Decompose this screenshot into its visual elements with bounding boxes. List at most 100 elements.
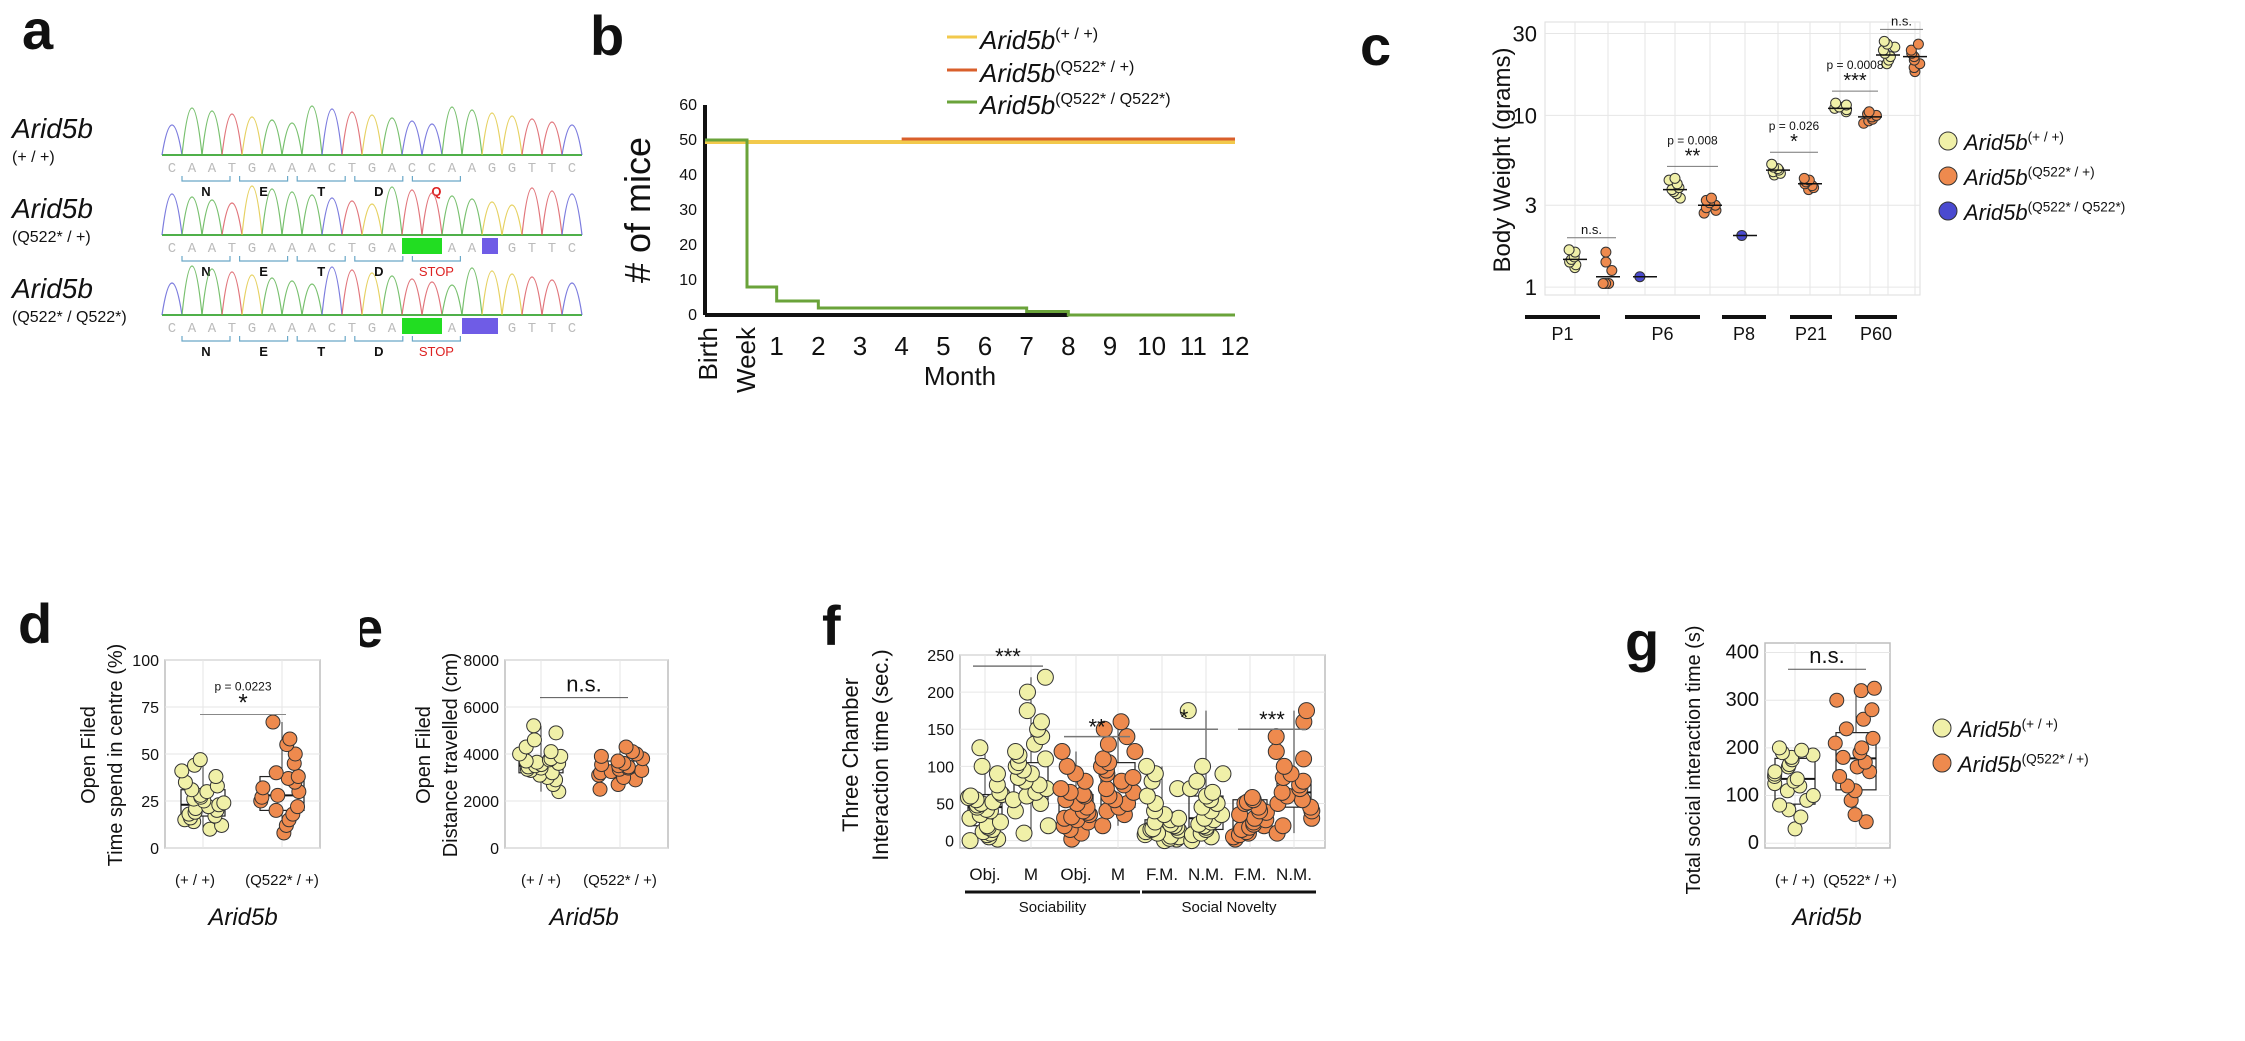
base-call: T (528, 321, 536, 337)
x-tick-label: 9 (1103, 331, 1117, 361)
legend-marker (1932, 718, 1952, 738)
base-call: A (288, 161, 297, 177)
x-tick-label: 6 (978, 331, 992, 361)
data-point (1794, 742, 1810, 758)
chromatogram-peak (261, 188, 283, 236)
data-point (270, 787, 286, 803)
mutation-highlight (402, 238, 442, 254)
data-point (1847, 807, 1863, 823)
data-point (1829, 692, 1845, 708)
legend-marker (1938, 166, 1958, 186)
chromatogram-peak (221, 202, 243, 236)
base-call: C (328, 241, 336, 257)
data-point (1018, 683, 1036, 701)
chromatogram-peak (241, 185, 263, 236)
x-tick-label: 8 (1061, 331, 1075, 361)
significance-label: ** (1685, 145, 1701, 167)
base-call: C (428, 161, 436, 177)
x-tick-label: Week (731, 326, 761, 393)
y-tick-label: 75 (141, 700, 159, 717)
chromatogram-peak (541, 190, 563, 236)
data-point (971, 739, 989, 757)
base-call: A (208, 321, 217, 337)
data-point (1563, 244, 1575, 256)
codon-bracket (181, 256, 231, 262)
base-call: G (508, 321, 516, 337)
amino-acid-label: D (374, 344, 383, 359)
y-axis-title: Open Filed (78, 706, 100, 804)
genotype-gene-label: Arid5b (10, 273, 93, 304)
base-call: T (528, 161, 536, 177)
base-call: C (328, 321, 336, 337)
base-call: A (388, 241, 397, 257)
snp-highlight (482, 238, 498, 254)
base-call: A (288, 321, 297, 337)
x-tick-label: 1 (769, 331, 783, 361)
y-axis-title: Distance travelled (cm) (440, 653, 462, 858)
data-point (1854, 740, 1870, 756)
x-tick-label: N.M. (1276, 865, 1312, 884)
data-point (1298, 702, 1316, 720)
x-tick-label: N.M. (1188, 865, 1224, 884)
data-point (1194, 757, 1212, 775)
data-point (526, 718, 542, 734)
x-axis-title: Arid5b (206, 904, 277, 931)
data-point (1295, 750, 1313, 768)
chromatogram-peak (341, 269, 363, 316)
panel-letter-f: f (822, 594, 841, 657)
significance-label: *** (995, 644, 1021, 669)
data-point (1275, 757, 1293, 775)
significance-label: * (238, 690, 247, 717)
data-point (1018, 702, 1036, 720)
amino-acid-label: E (259, 264, 268, 279)
chromatogram-peak (261, 277, 283, 316)
x-tick-label: (+ / +) (175, 872, 215, 889)
base-call: C (168, 161, 176, 177)
base-call: T (348, 161, 356, 177)
category-label: P6 (1651, 324, 1673, 344)
data-point (1058, 757, 1076, 775)
panel-letter-c: c (1360, 14, 1392, 77)
data-point (1863, 106, 1875, 118)
y-tick-label: 0 (1748, 832, 1759, 854)
base-call: A (468, 241, 477, 257)
base-call: C (568, 321, 576, 337)
panel-letter-g: g (1625, 610, 1660, 673)
base-call: A (448, 241, 457, 257)
base-call: A (268, 241, 277, 257)
x-tick-label: Obj. (1060, 865, 1091, 884)
data-point (1771, 740, 1787, 756)
y-tick-label: 50 (936, 796, 954, 813)
x-tick-label: Obj. (969, 865, 1000, 884)
data-point (268, 802, 284, 818)
chromatogram-peak (341, 200, 363, 236)
y-tick-label: 0 (945, 834, 954, 851)
chromatogram-peak (561, 124, 583, 156)
category-label: P21 (1795, 324, 1827, 344)
chromatogram-peak (541, 279, 563, 316)
base-call: G (368, 321, 376, 337)
x-tick-label: 12 (1221, 331, 1250, 361)
data-point (1039, 817, 1057, 835)
data-point (1830, 97, 1842, 109)
x-tick-label: F.M. (1234, 865, 1266, 884)
category-label: P60 (1860, 324, 1892, 344)
y-axis-title: Open Filed (413, 706, 435, 804)
amino-acid-label: STOP (419, 344, 454, 359)
chromatogram-peak (381, 186, 403, 236)
y-tick-label: 2000 (463, 794, 499, 811)
y-tick-label: 50 (679, 132, 697, 149)
legend-label: Arid5b(Q522* / +) (978, 58, 1134, 88)
codon-bracket (354, 176, 404, 182)
chromatogram-peak (241, 274, 263, 316)
y-tick-label: 400 (1726, 642, 1759, 664)
chromatogram-peak (381, 117, 403, 156)
data-point (1600, 246, 1612, 258)
data-point (1600, 256, 1612, 268)
codon-bracket (411, 336, 461, 342)
data-point (290, 769, 306, 785)
legend-label: Arid5b(Q522* / +) (1962, 165, 2095, 190)
significance-label: * (1790, 131, 1798, 153)
data-point (1036, 750, 1054, 768)
legend-label: Arid5b(Q522* / Q522*) (1962, 200, 2125, 225)
